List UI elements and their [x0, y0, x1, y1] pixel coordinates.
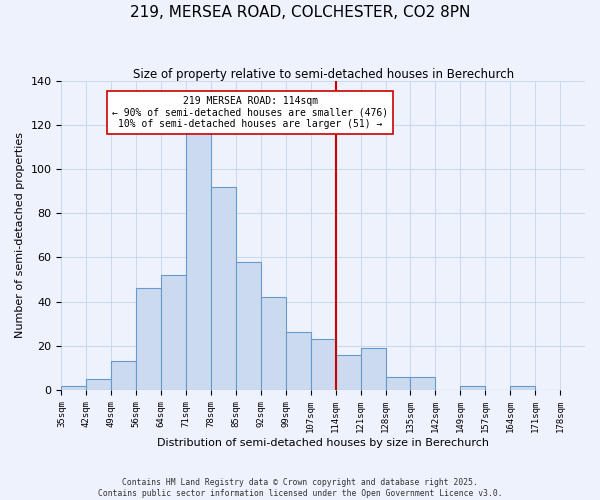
Bar [86, 379, 111, 390]
Bar [460, 386, 485, 390]
Bar [161, 275, 186, 390]
Bar [111, 361, 136, 390]
Bar [410, 376, 436, 390]
Y-axis label: Number of semi-detached properties: Number of semi-detached properties [15, 132, 25, 338]
Bar [261, 297, 286, 390]
Bar [286, 332, 311, 390]
Bar [236, 262, 261, 390]
Bar [361, 348, 386, 390]
Bar [61, 386, 86, 390]
Bar [386, 376, 410, 390]
Bar [136, 288, 161, 390]
Text: Contains HM Land Registry data © Crown copyright and database right 2025.
Contai: Contains HM Land Registry data © Crown c… [98, 478, 502, 498]
Bar [186, 132, 211, 390]
Text: 219 MERSEA ROAD: 114sqm
← 90% of semi-detached houses are smaller (476)
10% of s: 219 MERSEA ROAD: 114sqm ← 90% of semi-de… [112, 96, 388, 129]
Bar [510, 386, 535, 390]
Bar [335, 354, 361, 390]
Title: Size of property relative to semi-detached houses in Berechurch: Size of property relative to semi-detach… [133, 68, 514, 80]
Text: 219, MERSEA ROAD, COLCHESTER, CO2 8PN: 219, MERSEA ROAD, COLCHESTER, CO2 8PN [130, 5, 470, 20]
X-axis label: Distribution of semi-detached houses by size in Berechurch: Distribution of semi-detached houses by … [157, 438, 489, 448]
Bar [211, 186, 236, 390]
Bar [311, 339, 335, 390]
